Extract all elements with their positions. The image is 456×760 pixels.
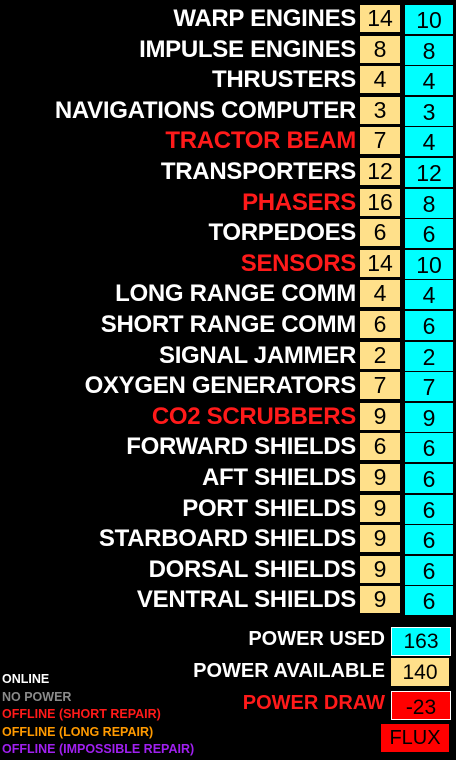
required-power: 6 xyxy=(360,433,400,461)
required-power: 7 xyxy=(360,127,400,155)
legend-no-power: NO POWER xyxy=(2,689,72,704)
required-power: 4 xyxy=(360,280,400,308)
legend-offline-short: OFFLINE (SHORT REPAIR) xyxy=(2,707,161,721)
legend-offline-impossible: OFFLINE (IMPOSSIBLE REPAIR) xyxy=(2,742,195,756)
system-row-sensors[interactable]: SENSORS 14 10 xyxy=(0,249,456,280)
required-power: 2 xyxy=(360,341,400,369)
required-power: 4 xyxy=(360,66,400,94)
status-legend: ONLINE NO POWER OFFLINE (SHORT REPAIR) O… xyxy=(2,671,194,759)
system-row-thrusters[interactable]: THRUSTERS 4 4 xyxy=(0,65,456,96)
system-row-impulse-engines[interactable]: IMPULSE ENGINES 8 8 xyxy=(0,35,456,66)
system-row-navigations-computer[interactable]: NAVIGATIONS COMPUTER 3 3 xyxy=(0,96,456,127)
allocated-power[interactable]: 8 xyxy=(405,35,453,65)
power-used-value: 163 xyxy=(391,627,451,656)
allocated-power[interactable]: 12 xyxy=(405,157,453,187)
system-row-short-range-comm[interactable]: SHORT RANGE COMM 6 6 xyxy=(0,310,456,341)
system-row-transporters[interactable]: TRANSPORTERS 12 12 xyxy=(0,157,456,188)
required-power: 6 xyxy=(360,310,400,338)
power-draw-value: -23 xyxy=(391,691,451,720)
legend-offline-long: OFFLINE (LONG REPAIR) xyxy=(2,724,154,739)
allocated-power[interactable]: 8 xyxy=(405,188,453,218)
required-power: 9 xyxy=(360,525,400,553)
system-row-aft-shields[interactable]: AFT SHIELDS 9 6 xyxy=(0,463,456,494)
system-row-long-range-comm[interactable]: LONG RANGE COMM 4 4 xyxy=(0,279,456,310)
allocated-power[interactable]: 6 xyxy=(405,525,453,555)
system-row-tractor-beam[interactable]: TRACTOR BEAM 7 4 xyxy=(0,126,456,157)
system-row-ventral-shields[interactable]: VENTRAL SHIELDS 9 6 xyxy=(0,585,456,616)
allocated-power[interactable]: 10 xyxy=(405,249,453,279)
legend-online: ONLINE xyxy=(2,672,50,686)
system-row-co2-scrubbers[interactable]: CO2 SCRUBBERS 9 9 xyxy=(0,402,456,433)
required-power: 12 xyxy=(360,157,400,185)
system-name: AFT SHIELDS xyxy=(201,463,356,491)
allocated-power[interactable]: 6 xyxy=(405,219,453,249)
required-power: 9 xyxy=(360,555,400,583)
required-power: 9 xyxy=(360,402,400,430)
system-name: STARBOARD SHIELDS xyxy=(98,525,356,553)
required-power: 14 xyxy=(360,5,400,32)
system-name: IMPULSE ENGINES xyxy=(139,35,356,63)
system-name: SENSORS xyxy=(240,249,357,277)
system-name: WARP ENGINES xyxy=(173,5,356,32)
required-power: 14 xyxy=(360,249,400,277)
allocated-power[interactable]: 6 xyxy=(405,433,453,463)
system-name: LONG RANGE COMM xyxy=(115,280,356,308)
system-name: OXYGEN GENERATORS xyxy=(84,372,357,400)
allocated-power[interactable]: 4 xyxy=(405,280,453,310)
system-name: PHASERS xyxy=(242,188,356,216)
flux-indicator[interactable]: FLUX xyxy=(381,724,449,752)
required-power: 7 xyxy=(360,372,400,400)
system-row-signal-jammer[interactable]: SIGNAL JAMMER 2 2 xyxy=(0,341,456,372)
required-power: 9 xyxy=(360,463,400,491)
allocated-power[interactable]: 6 xyxy=(405,586,453,616)
allocated-power[interactable]: 6 xyxy=(405,463,453,493)
system-row-oxygen-generators[interactable]: OXYGEN GENERATORS 7 7 xyxy=(0,371,456,402)
allocated-power[interactable]: 6 xyxy=(405,555,453,585)
allocated-power[interactable]: 4 xyxy=(405,66,453,96)
system-name: VENTRAL SHIELDS xyxy=(136,586,356,614)
system-name: TRACTOR BEAM xyxy=(165,127,356,155)
system-row-starboard-shields[interactable]: STARBOARD SHIELDS 9 6 xyxy=(0,524,456,555)
power-available-value: 140 xyxy=(391,658,449,686)
required-power: 16 xyxy=(360,188,400,216)
system-row-torpedoes[interactable]: TORPEDOES 6 6 xyxy=(0,218,456,249)
system-name: THRUSTERS xyxy=(212,66,356,94)
required-power: 9 xyxy=(360,586,400,614)
required-power: 3 xyxy=(360,96,400,124)
system-name: SHORT RANGE COMM xyxy=(100,310,357,338)
system-name: TRANSPORTERS xyxy=(160,157,356,185)
required-power: 9 xyxy=(360,494,400,522)
required-power: 6 xyxy=(360,219,400,247)
system-name: PORT SHIELDS xyxy=(182,494,356,522)
allocated-power[interactable]: 2 xyxy=(405,341,453,371)
power-used-label: POWER USED xyxy=(248,628,385,650)
power-available-label: POWER AVAILABLE xyxy=(193,660,385,682)
allocated-power[interactable]: 3 xyxy=(405,96,453,126)
system-name: NAVIGATIONS COMPUTER xyxy=(54,96,356,124)
allocated-power[interactable]: 6 xyxy=(405,494,453,524)
system-row-phasers[interactable]: PHASERS 16 8 xyxy=(0,188,456,219)
systems-list: WARP ENGINES 14 10 IMPULSE ENGINES 8 8 T… xyxy=(0,4,456,616)
allocated-power[interactable]: 4 xyxy=(405,127,453,157)
allocated-power[interactable]: 7 xyxy=(405,372,453,402)
system-name: DORSAL SHIELDS xyxy=(148,555,357,583)
system-name: FORWARD SHIELDS xyxy=(126,433,356,461)
system-name: SIGNAL JAMMER xyxy=(158,341,356,369)
system-row-forward-shields[interactable]: FORWARD SHIELDS 6 6 xyxy=(0,432,456,463)
power-draw-label: POWER DRAW xyxy=(242,692,385,714)
system-row-dorsal-shields[interactable]: DORSAL SHIELDS 9 6 xyxy=(0,555,456,586)
allocated-power[interactable]: 9 xyxy=(405,402,453,432)
system-row-port-shields[interactable]: PORT SHIELDS 9 6 xyxy=(0,494,456,525)
required-power: 8 xyxy=(360,35,400,63)
system-name: TORPEDOES xyxy=(208,219,356,247)
system-name: CO2 SCRUBBERS xyxy=(151,402,356,430)
allocated-power[interactable]: 6 xyxy=(405,310,453,340)
allocated-power[interactable]: 10 xyxy=(405,5,453,34)
system-row-warp-engines[interactable]: WARP ENGINES 14 10 xyxy=(0,4,456,35)
